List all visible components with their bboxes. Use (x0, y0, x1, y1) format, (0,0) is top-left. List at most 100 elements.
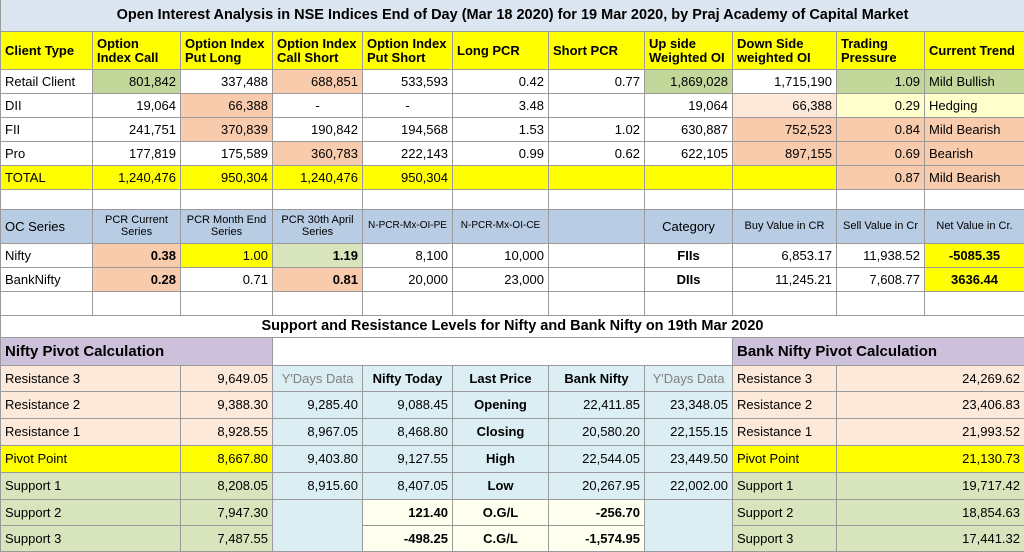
oc-cell: BankNifty (1, 268, 93, 292)
oi-cell: 19,064 (93, 94, 181, 118)
banknifty-pivot-value: 21,993.52 (837, 419, 1024, 446)
oi-header-7: Up side Weighted OI (645, 32, 733, 70)
banknifty-pivot-label: Support 3 (733, 526, 837, 552)
oi-cell: Mild Bullish (925, 70, 1024, 94)
oc-cell: 1.19 (273, 244, 363, 268)
oi-cell (549, 94, 645, 118)
flow-cell: 11,245.21 (733, 268, 837, 292)
oc-cell: 0.28 (93, 268, 181, 292)
oi-cell: 194,568 (363, 118, 453, 142)
gl-cell: O.G/L (453, 500, 549, 526)
oc-header-4: N-PCR-Mx-OI-PE (363, 210, 453, 244)
banknifty-pivot-value: 18,854.63 (837, 500, 1024, 526)
oi-cell: - (273, 94, 363, 118)
oc-header-gap (549, 210, 645, 244)
nifty-pivot-value: 8,208.05 (181, 473, 273, 500)
price-header-4: Y'Days Data (645, 366, 733, 392)
price-cell: 22,002.00 (645, 473, 733, 500)
oi-cell: 360,783 (273, 142, 363, 166)
spacer-cell (733, 190, 837, 210)
banknifty-pivot-label: Resistance 2 (733, 392, 837, 419)
oi-cell: 3.48 (453, 94, 549, 118)
oi-cell: 0.69 (837, 142, 925, 166)
price-cell: 22,544.05 (549, 446, 645, 473)
gl-cell: C.G/L (453, 526, 549, 552)
nifty-pivot-value: 7,947.30 (181, 500, 273, 526)
oi-cell: 222,143 (363, 142, 453, 166)
oi-cell (453, 166, 549, 190)
price-cell: 8,967.05 (273, 419, 363, 446)
oc-header-0: OC Series (1, 210, 93, 244)
spacer-cell (453, 190, 549, 210)
oi-cell: 190,842 (273, 118, 363, 142)
oi-cell: Hedging (925, 94, 1024, 118)
spacer-cell (1, 292, 93, 316)
oi-cell: 1,240,476 (273, 166, 363, 190)
spacer-cell (733, 292, 837, 316)
oi-cell: 1,240,476 (93, 166, 181, 190)
oi-cell: Mild Bearish (925, 166, 1024, 190)
spacer-cell (549, 190, 645, 210)
price-cell: Closing (453, 419, 549, 446)
oc-header-3: PCR 30th April Series (273, 210, 363, 244)
oi-cell: 177,819 (93, 142, 181, 166)
oi-cell: 0.29 (837, 94, 925, 118)
oi-cell: 1,715,190 (733, 70, 837, 94)
banknifty-pivot-label: Support 1 (733, 473, 837, 500)
nifty-pivot-value: 9,388.30 (181, 392, 273, 419)
price-header-3: Bank Nifty (549, 366, 645, 392)
gl-side-right (645, 500, 733, 552)
spacer-cell (925, 292, 1024, 316)
oc-gap-cell (549, 268, 645, 292)
oi-cell: TOTAL (1, 166, 93, 190)
oc-gap-cell (549, 244, 645, 268)
nifty-pivot-value: 9,649.05 (181, 366, 273, 392)
banknifty-pivot-label: Resistance 3 (733, 366, 837, 392)
spacer-cell (549, 292, 645, 316)
oc-cell: 0.81 (273, 268, 363, 292)
oi-cell (645, 166, 733, 190)
oi-cell: 337,488 (181, 70, 273, 94)
gl-side-left (273, 500, 363, 552)
oi-cell: 241,751 (93, 118, 181, 142)
oc-header-2: PCR Month End Series (181, 210, 273, 244)
spacer-cell (181, 190, 273, 210)
oi-header-6: Short PCR (549, 32, 645, 70)
price-cell: 8,468.80 (363, 419, 453, 446)
price-cell: 20,267.95 (549, 473, 645, 500)
oi-cell: 0.77 (549, 70, 645, 94)
oc-cell: 20,000 (363, 268, 453, 292)
spacer-cell (93, 190, 181, 210)
flow-header-2: Sell Value in Cr (837, 210, 925, 244)
oi-cell: Pro (1, 142, 93, 166)
nifty-pivot-label: Resistance 2 (1, 392, 181, 419)
flow-cell: 7,608.77 (837, 268, 925, 292)
nifty-pivot-label: Support 1 (1, 473, 181, 500)
banknifty-pivot-value: 23,406.83 (837, 392, 1024, 419)
oi-cell: 630,887 (645, 118, 733, 142)
oi-cell: 0.99 (453, 142, 549, 166)
banknifty-pivot-value: 19,717.42 (837, 473, 1024, 500)
oi-header-9: Trading Pressure (837, 32, 925, 70)
price-cell: Low (453, 473, 549, 500)
oi-header-5: Long PCR (453, 32, 549, 70)
flow-cell: DIIs (645, 268, 733, 292)
price-cell: 22,155.15 (645, 419, 733, 446)
oi-cell: 533,593 (363, 70, 453, 94)
gl-cell: -498.25 (363, 526, 453, 552)
price-cell: 9,127.55 (363, 446, 453, 473)
oi-cell: 19,064 (645, 94, 733, 118)
oi-header-4: Option Index Put Short (363, 32, 453, 70)
banknifty-pivot-title: Bank Nifty Pivot Calculation (733, 338, 1024, 366)
flow-header-0: Category (645, 210, 733, 244)
oi-header-3: Option Index Call Short (273, 32, 363, 70)
oi-cell: 0.62 (549, 142, 645, 166)
oi-cell: 622,105 (645, 142, 733, 166)
oc-cell: 0.71 (181, 268, 273, 292)
flow-cell: 6,853.17 (733, 244, 837, 268)
oi-header-1: Option Index Call (93, 32, 181, 70)
price-cell: High (453, 446, 549, 473)
spacer-cell (453, 292, 549, 316)
oi-cell: 950,304 (181, 166, 273, 190)
